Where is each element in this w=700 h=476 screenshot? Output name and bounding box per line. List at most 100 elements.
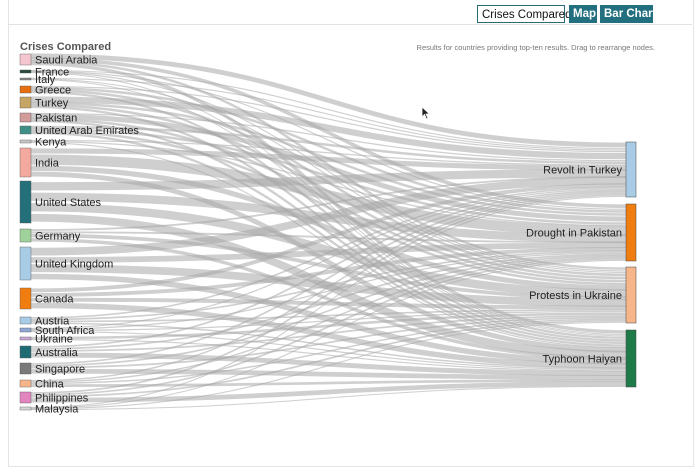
flow-link-singapore-to-revolt-in-turkey <box>30 190 627 365</box>
map-button[interactable]: Map <box>569 5 597 23</box>
node-label-drought-in-pakistan: Drought in Pakistan <box>526 228 622 240</box>
node-bar-south-africa[interactable] <box>19 327 32 333</box>
node-bar-kenya[interactable] <box>19 139 32 144</box>
flow-link-singapore-to-protests-in-ukraine <box>30 316 627 369</box>
node-label-greece: Greece <box>35 85 71 97</box>
node-label-ukraine: Ukraine <box>35 334 73 346</box>
flow-link-india-to-revolt-in-turkey <box>30 148 627 171</box>
node-label-singapore: Singapore <box>35 364 85 376</box>
node-singapore[interactable]: Singapore <box>19 362 85 376</box>
node-bar-china[interactable] <box>19 379 32 388</box>
node-typhoon-haiyan[interactable]: Typhoon Haiyan <box>543 329 637 388</box>
node-bar-malaysia[interactable] <box>19 406 32 411</box>
crisis-nodes[interactable]: Revolt in Turkey Drought in Pakistan Prote… <box>526 141 637 388</box>
node-label-germany: Germany <box>35 231 81 243</box>
node-bar-singapore[interactable] <box>19 362 32 375</box>
node-label-typhoon-haiyan: Typhoon Haiyan <box>543 354 623 366</box>
node-saudi-arabia[interactable]: Saudi Arabia <box>19 53 98 67</box>
flow-link-france-to-revolt-in-turkey <box>30 69 627 150</box>
node-label-china: China <box>35 379 65 391</box>
node-label-philippines: Philippines <box>35 393 89 405</box>
flow-link-philippines-to-protests-in-ukraine <box>30 319 627 398</box>
flow-link-china-to-revolt-in-turkey <box>30 192 627 382</box>
node-philippines[interactable]: Philippines <box>19 391 89 405</box>
flow-link-turkey-to-revolt-in-turkey <box>30 96 627 160</box>
flow-link-south-africa-to-protests-in-ukraine <box>30 310 627 332</box>
node-bar-saudi-arabia[interactable] <box>19 53 32 66</box>
node-bar-revolt-in-turkey[interactable] <box>625 141 637 198</box>
node-bar-ukraine[interactable] <box>19 336 32 341</box>
node-france[interactable]: France <box>19 67 69 79</box>
flow-link-india-to-protests-in-ukraine <box>30 165 627 291</box>
node-australia[interactable]: Australia <box>19 345 79 359</box>
crises-compared-button[interactable]: Crises Compared <box>477 5 571 23</box>
flow-link-india-to-drought-in-pakistan <box>30 154 627 237</box>
flow-link-china-to-protests-in-ukraine <box>30 318 627 385</box>
flow-link-singapore-to-typhoon-haiyan <box>30 368 627 380</box>
diagram-heading: Crises Compared <box>20 41 112 53</box>
node-ukraine[interactable]: Ukraine <box>19 334 73 346</box>
node-bar-greece[interactable] <box>19 85 32 94</box>
node-bar-philippines[interactable] <box>19 391 32 404</box>
flow-link-germany-to-protests-in-ukraine <box>30 233 627 300</box>
node-germany[interactable]: Germany <box>19 228 81 243</box>
node-bar-drought-in-pakistan[interactable] <box>625 203 637 262</box>
node-drought-in-pakistan[interactable]: Drought in Pakistan <box>526 203 637 262</box>
flow-link-malaysia-to-typhoon-haiyan <box>30 385 627 411</box>
flow-link-united-kingdom-to-revolt-in-turkey <box>30 176 627 256</box>
node-pakistan[interactable]: Pakistan <box>19 112 77 125</box>
bar-chart-button[interactable]: Bar Chart <box>600 5 656 23</box>
node-kenya[interactable]: Kenya <box>19 137 67 149</box>
flow-link-italy-to-revolt-in-turkey <box>30 77 627 151</box>
node-united-kingdom[interactable]: United Kingdom <box>19 246 113 281</box>
node-label-turkey: Turkey <box>35 98 69 110</box>
flow-link-china-to-typhoon-haiyan <box>30 379 627 387</box>
node-austria[interactable]: Austria <box>19 316 70 328</box>
node-label-united-kingdom: United Kingdom <box>35 259 113 271</box>
flow-link-saudi-arabia-to-drought-in-pakistan <box>30 57 627 209</box>
node-south-africa[interactable]: South Africa <box>19 325 95 337</box>
node-bar-india[interactable] <box>19 147 32 178</box>
node-bar-united-kingdom[interactable] <box>19 246 32 281</box>
node-italy[interactable]: Italy <box>19 74 56 86</box>
flow-link-ukraine-to-typhoon-haiyan <box>30 338 627 372</box>
flow-link-greece-to-drought-in-pakistan <box>30 86 627 213</box>
node-greece[interactable]: Greece <box>19 85 71 97</box>
flow-link-pakistan-to-revolt-in-turkey <box>30 112 627 162</box>
flow-link-united-arab-emirates-to-protests-in-ukraine <box>30 129 627 286</box>
node-bar-turkey[interactable] <box>19 96 32 109</box>
node-china[interactable]: China <box>19 379 65 391</box>
instructions-note: Results for countries providing top-ten … <box>416 43 655 52</box>
node-bar-canada[interactable] <box>19 287 32 310</box>
flow-link-united-states-to-revolt-in-turkey <box>30 169 627 191</box>
flow-link-singapore-to-drought-in-pakistan <box>30 254 627 367</box>
node-bar-germany[interactable] <box>19 228 32 243</box>
node-label-france: France <box>35 67 69 79</box>
flow-link-canada-to-protests-in-ukraine <box>30 297 627 310</box>
flow-link-canada-to-revolt-in-turkey <box>30 183 627 293</box>
node-bar-italy[interactable] <box>19 77 32 81</box>
node-protests-in-ukraine[interactable]: Protests in Ukraine <box>529 266 637 324</box>
node-bar-australia[interactable] <box>19 345 32 359</box>
node-malaysia[interactable]: Malaysia <box>19 404 79 416</box>
node-bar-pakistan[interactable] <box>19 112 32 123</box>
node-united-states[interactable]: United States <box>19 180 102 224</box>
node-bar-protests-in-ukraine[interactable] <box>625 266 637 324</box>
node-turkey[interactable]: Turkey <box>19 96 69 110</box>
flow-link-south-africa-to-drought-in-pakistan <box>30 252 627 331</box>
flow-link-canada-to-drought-in-pakistan <box>30 247 627 297</box>
node-bar-austria[interactable] <box>19 316 32 325</box>
node-bar-united-arab-emirates[interactable] <box>19 125 32 135</box>
node-india[interactable]: India <box>19 147 60 178</box>
node-label-saudi-arabia: Saudi Arabia <box>35 55 98 67</box>
node-revolt-in-turkey[interactable]: Revolt in Turkey <box>543 141 637 198</box>
flow-link-philippines-to-drought-in-pakistan <box>30 257 627 396</box>
node-canada[interactable]: Canada <box>19 287 74 310</box>
node-bar-united-states[interactable] <box>19 180 32 224</box>
node-bar-typhoon-haiyan[interactable] <box>625 329 637 388</box>
node-united-arab-emirates[interactable]: United Arab Emirates <box>19 125 139 137</box>
node-bar-france[interactable] <box>19 69 32 74</box>
node-label-united-arab-emirates: United Arab Emirates <box>35 125 139 137</box>
